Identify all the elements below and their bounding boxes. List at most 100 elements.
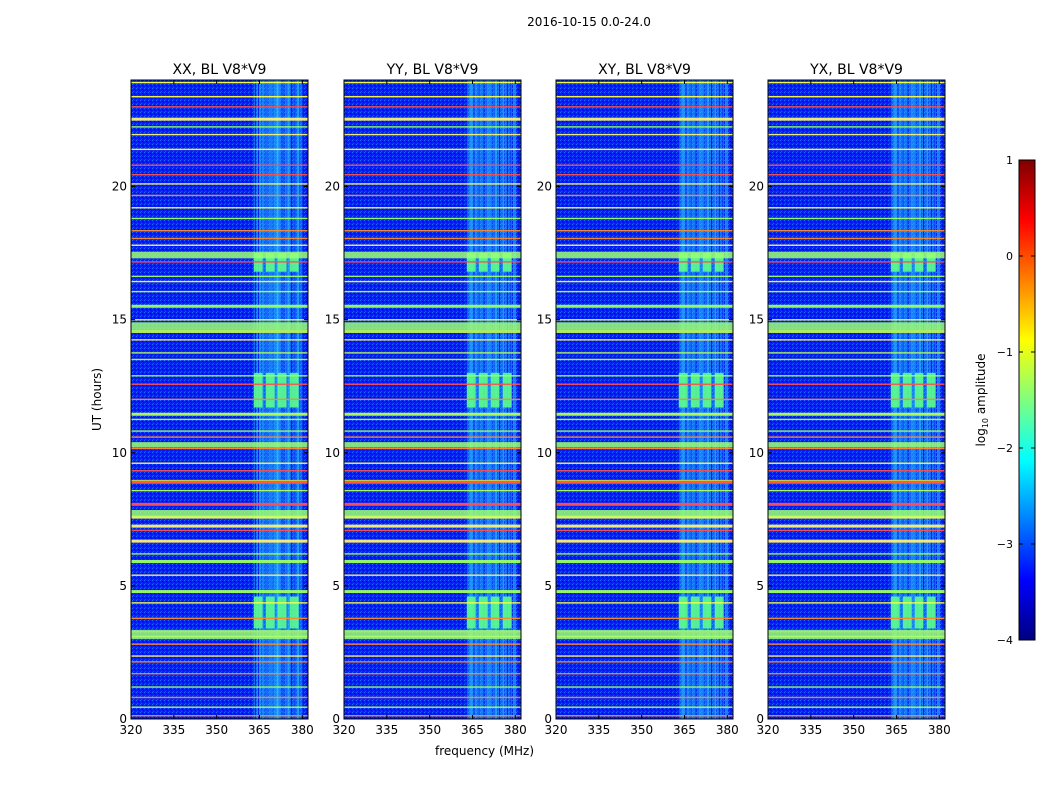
flag-line	[131, 529, 308, 532]
flag-line	[768, 96, 945, 98]
x-tick-label: 365	[248, 723, 271, 737]
colorbar: −4 −3 −2 −1 0 1 log10 amplitude	[974, 154, 1036, 647]
flag-line	[131, 553, 308, 555]
flag-line	[131, 655, 308, 657]
flag-band	[556, 322, 733, 333]
rfi-block	[690, 372, 700, 408]
x-tick: 380	[504, 80, 527, 737]
flag-line	[768, 217, 945, 220]
flag-line	[344, 237, 521, 240]
flag-line	[344, 553, 521, 555]
y-tick: 5	[544, 579, 733, 593]
flag-line	[131, 173, 308, 176]
flag-line	[344, 696, 521, 699]
heatmap-image	[131, 80, 308, 719]
flag-line	[344, 106, 521, 108]
flag-line	[556, 502, 733, 506]
flag-line	[768, 164, 945, 166]
flag-line	[344, 194, 521, 197]
rfi-block	[265, 372, 275, 408]
flag-band	[131, 251, 308, 259]
rfi-block	[702, 372, 712, 408]
flag-line	[556, 148, 733, 151]
flag-line	[131, 696, 308, 699]
flag-line	[344, 375, 521, 377]
flag-line	[344, 280, 521, 283]
flag-line	[556, 275, 733, 278]
flag-line	[768, 559, 945, 563]
y-tick: 5	[332, 579, 521, 593]
flag-line	[768, 553, 945, 555]
flag-line	[131, 319, 308, 321]
rfi-block	[690, 596, 700, 629]
flag-line	[131, 602, 308, 604]
x-tick: 335	[162, 80, 185, 737]
flag-line	[344, 602, 521, 604]
x-tick-label: 350	[205, 723, 228, 737]
colorbar-ticks: −4 −3 −2 −1 0 1	[997, 154, 1035, 647]
flag-line	[131, 96, 308, 98]
flag-line	[556, 617, 733, 619]
flag-line	[768, 502, 945, 506]
y-tick: 0	[332, 712, 521, 726]
subplot-3: XY, BL V8*V9 320 335 350 365 380 0 5 10 15 20	[537, 62, 739, 737]
x-tick: 365	[248, 80, 271, 737]
flag-line	[344, 502, 521, 506]
y-tick-label: 5	[756, 579, 764, 593]
flag-line	[768, 81, 945, 84]
flag-band	[556, 509, 733, 517]
rfi-block	[253, 596, 263, 629]
flag-line	[131, 106, 308, 108]
x-tick-label: 365	[885, 723, 908, 737]
flag-line	[768, 261, 945, 263]
flag-line	[556, 706, 733, 708]
flag-line	[131, 430, 308, 432]
x-tick-label: 320	[757, 723, 780, 737]
flag-band	[556, 629, 733, 640]
axes-frame	[130, 79, 309, 720]
flag-line	[344, 164, 521, 166]
flag-band	[344, 322, 521, 333]
flag-line	[556, 418, 733, 421]
flag-band	[131, 509, 308, 517]
flag-line	[344, 96, 521, 98]
y-tick: 15	[749, 313, 945, 327]
flag-line	[556, 229, 733, 232]
flag-line	[344, 590, 521, 594]
flag-line	[131, 217, 308, 220]
rfi-block	[277, 596, 287, 629]
flag-line	[768, 358, 945, 361]
y-tick: 20	[112, 180, 308, 194]
flag-line	[344, 672, 521, 675]
flag-line	[344, 430, 521, 432]
x-tick: 350	[842, 80, 865, 737]
y-tick-label: 5	[332, 579, 340, 593]
flag-line	[131, 418, 308, 421]
subplot-title: YX, BL V8*V9	[809, 62, 903, 78]
flag-line	[556, 383, 733, 385]
flag-line	[344, 229, 521, 232]
flag-line	[556, 173, 733, 176]
subplot-grid: XX, BL V8*V9 320 335 350 365 380 0 5 10 15 20 UT (h…	[90, 62, 951, 758]
rfi-block	[490, 596, 500, 629]
y-tick-label: 20	[749, 180, 764, 194]
rfi-block	[890, 372, 900, 408]
flag-line	[344, 617, 521, 619]
flag-line	[131, 715, 308, 717]
flag-line	[768, 430, 945, 432]
flag-line	[131, 686, 308, 688]
flag-line	[768, 319, 945, 321]
x-tick-label: 350	[842, 723, 865, 737]
flag-band	[768, 251, 945, 259]
flag-line	[768, 643, 945, 645]
flag-line	[556, 489, 733, 492]
x-tick: 335	[375, 80, 398, 737]
flag-line	[131, 398, 308, 401]
colorbar-tick: −1	[997, 346, 1035, 359]
flag-line	[344, 643, 521, 645]
flag-line	[556, 672, 733, 675]
y-tick-label: 20	[537, 180, 552, 194]
flag-line	[344, 470, 521, 472]
flag-line	[556, 643, 733, 645]
